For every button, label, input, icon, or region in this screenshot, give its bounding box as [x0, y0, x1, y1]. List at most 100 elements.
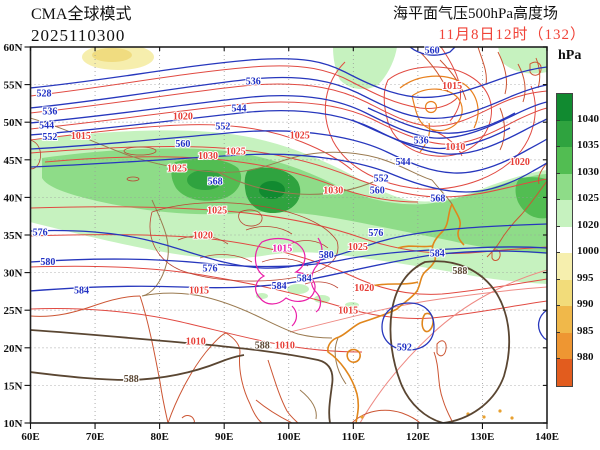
coastlines	[30, 47, 547, 423]
x-tick-label: 110E	[342, 431, 365, 443]
contour-label-568: 568	[208, 176, 223, 187]
contour-label-layer: 5285365365365445445445525525525605605605…	[32, 45, 531, 387]
contour-label-1015: 1015	[442, 81, 462, 92]
colorbar-tick	[556, 199, 560, 201]
colorbar-segment	[557, 147, 572, 174]
x-tick-label: 140E	[535, 431, 559, 443]
x-tick-label: 100E	[277, 431, 301, 443]
contour-label-576: 576	[368, 228, 383, 239]
contour-label-536: 536	[414, 136, 429, 147]
y-tick-label: 40N	[4, 192, 23, 204]
x-tick-label: 60E	[21, 431, 39, 443]
contour-label-544: 544	[39, 121, 54, 132]
contour-label-560: 560	[175, 139, 190, 150]
y-tick-label: 35N	[4, 230, 23, 242]
y-tick-label: 55N	[4, 80, 23, 92]
colorbar-tick	[556, 172, 560, 174]
contour-label-1015: 1015	[71, 131, 91, 142]
contour-label-536: 536	[246, 76, 261, 87]
contour-label-1010: 1010	[275, 340, 295, 351]
y-tick-label: 20N	[4, 343, 23, 355]
contour-label-580: 580	[40, 257, 55, 268]
contour-label-1025: 1025	[207, 206, 227, 217]
contour-label-552: 552	[374, 173, 389, 184]
x-tick-label: 70E	[86, 431, 104, 443]
colorbar-tick	[556, 331, 560, 333]
y-tick-label: 60N	[4, 42, 23, 54]
chart-title: 海平面气压500hPa高度场	[392, 6, 558, 22]
magenta-contours	[254, 237, 323, 327]
contour-label-560: 560	[370, 185, 385, 196]
subtropical-high-588-contour	[30, 260, 511, 423]
y-tick-label: 10N	[4, 418, 23, 430]
island-specks	[360, 409, 514, 420]
contour-label-1010: 1010	[445, 142, 465, 153]
contour-label-1010: 1010	[186, 337, 206, 348]
colorbar-tick-label: 1035	[577, 139, 599, 152]
contour-label-1030: 1030	[323, 185, 343, 196]
contour-label-576: 576	[202, 264, 217, 275]
colorbar-segment	[557, 253, 572, 280]
contour-label-584: 584	[430, 249, 445, 260]
colorbar-tick-label: 980	[577, 351, 594, 364]
contour-label-528: 528	[37, 88, 52, 99]
colorbar-segment	[557, 332, 572, 360]
x-tick-label: 120E	[406, 431, 430, 443]
contour-label-1015: 1015	[338, 306, 358, 317]
colorbar-tick-label: 1025	[577, 192, 599, 205]
colorbar-segment	[557, 120, 572, 148]
axis-layer: 60E 70E 80E 90E 100E 110E 120E 130E 140E 60N 55N 50…	[4, 42, 559, 443]
contour-label-544: 544	[232, 103, 247, 114]
colorbar-segment	[557, 359, 572, 386]
contour-label-544: 544	[396, 157, 411, 168]
model-name: CMA全球模式	[31, 6, 132, 23]
contour-label-1025: 1025	[226, 146, 246, 157]
colorbar-tick	[556, 119, 560, 121]
contour-label-1025: 1025	[348, 242, 368, 253]
colorbar-tick-label: 1020	[577, 218, 599, 231]
colorbar-tick	[556, 278, 560, 280]
contour-label-580: 580	[319, 250, 334, 261]
header-left: CMA全球模式 2025110300	[31, 4, 131, 46]
contour-label-1025: 1025	[167, 164, 187, 175]
contour-label-1020: 1020	[354, 283, 374, 294]
colorbar-segment	[557, 279, 572, 307]
colorbar-tick	[556, 305, 560, 307]
colorbar-segment	[557, 200, 572, 227]
colorbar-tick-label: 985	[577, 324, 594, 337]
init-time: 2025110300	[31, 26, 126, 45]
colorbar-tick-label: 990	[577, 298, 594, 311]
colorbar-scale	[556, 93, 573, 387]
colorbar-unit: hPa	[558, 48, 582, 63]
colorbar-segment	[557, 226, 572, 254]
colorbar-tick	[556, 146, 560, 148]
y-tick-label: 50N	[4, 117, 23, 129]
y-tick-label: 45N	[4, 155, 23, 167]
contour-label-560: 560	[425, 46, 440, 57]
contour-label-1020: 1020	[510, 157, 530, 168]
x-tick-label: 90E	[215, 431, 233, 443]
colorbar-tick-label: 1040	[577, 112, 599, 125]
height-contours	[30, 47, 547, 351]
contour-label-584: 584	[297, 273, 312, 284]
contour-label-1020: 1020	[193, 231, 213, 242]
contour-label-592: 592	[397, 343, 412, 354]
weak-isobar-contours	[289, 269, 547, 423]
contour-label-588: 588	[124, 374, 139, 385]
contour-label-552: 552	[215, 121, 230, 132]
y-tick-label: 25N	[4, 305, 23, 317]
contour-label-584: 584	[272, 281, 287, 292]
contour-label-1015: 1015	[189, 285, 209, 296]
x-tick-label: 130E	[471, 431, 495, 443]
colorbar-tick-label: 1030	[577, 165, 599, 178]
header-right: 海平面气压500hPa高度场 11月8日12时（132）	[393, 4, 586, 46]
colorbar-segment	[557, 173, 572, 201]
colorbar-segment	[557, 306, 572, 333]
colorbar-tick	[556, 225, 560, 227]
contour-label-1020: 1020	[173, 112, 193, 123]
contour-label-588: 588	[452, 266, 467, 277]
valid-time: 11月8日12时（132）	[438, 27, 586, 43]
contour-label-576: 576	[33, 227, 48, 238]
